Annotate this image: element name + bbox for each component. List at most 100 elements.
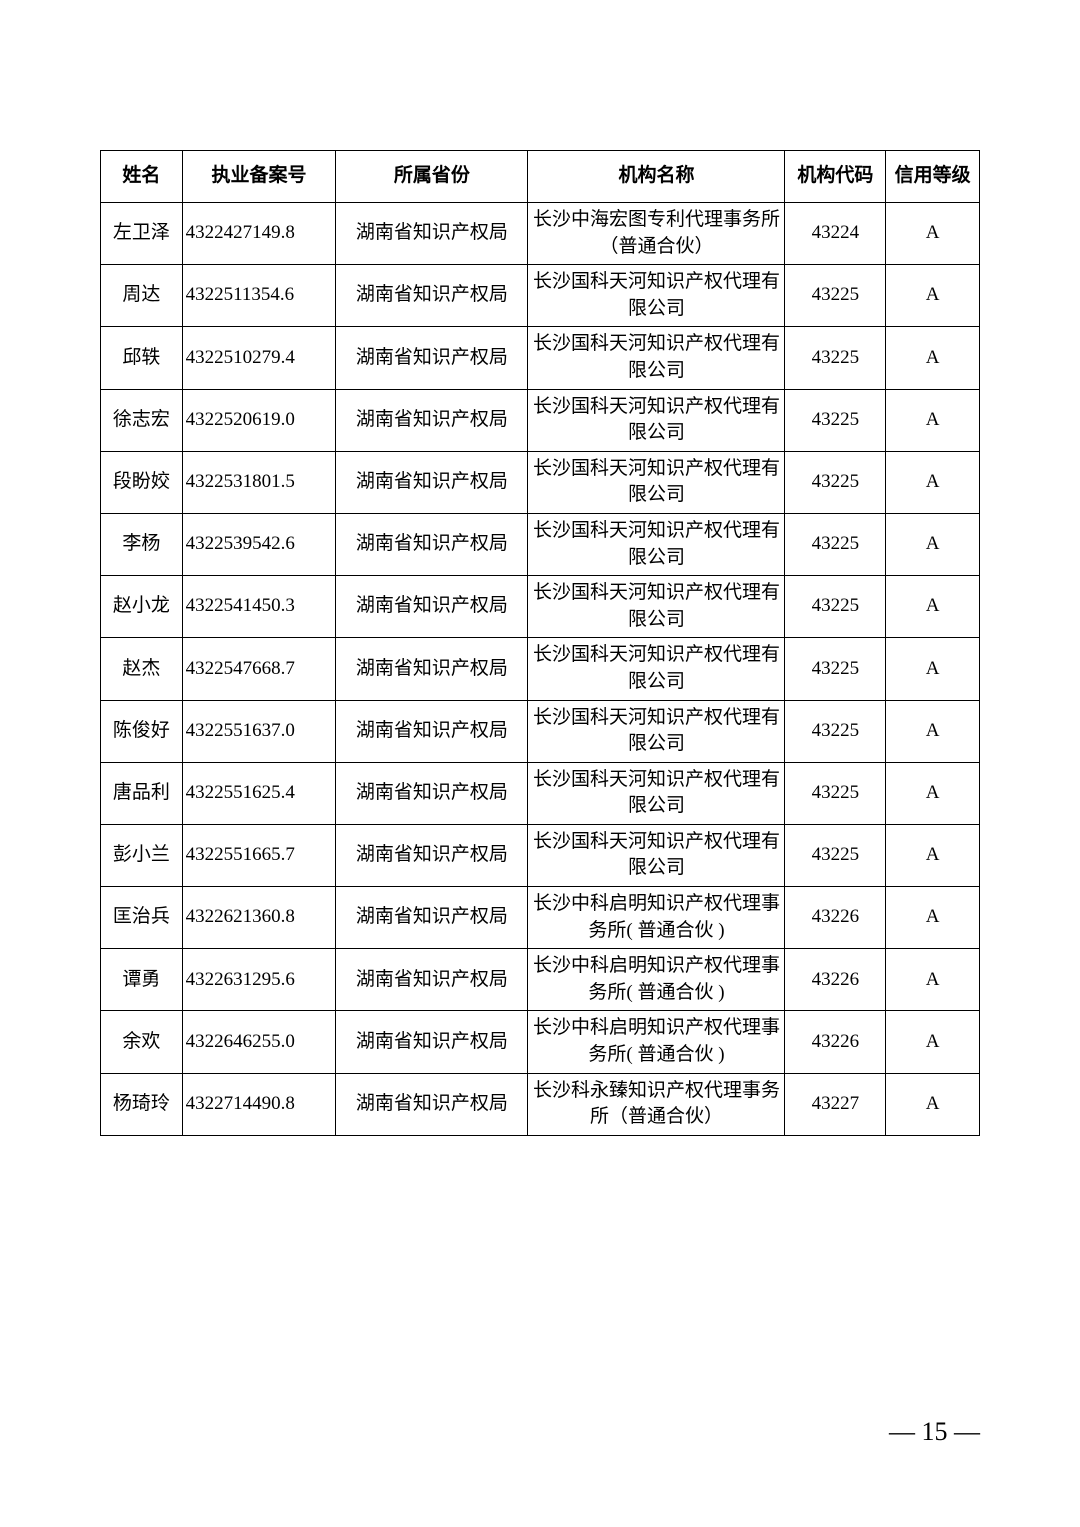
cell-code: 43225 (785, 389, 886, 451)
cell-grade: A (886, 887, 980, 949)
cell-grade: A (886, 1011, 980, 1073)
cell-prov: 湖南省知识产权局 (336, 638, 528, 700)
table-row: 李杨4322539542.6湖南省知识产权局长沙国科天河知识产权代理有限公司43… (101, 513, 980, 575)
cell-name: 李杨 (101, 513, 183, 575)
cell-code: 43225 (785, 700, 886, 762)
cell-prov: 湖南省知识产权局 (336, 576, 528, 638)
cell-grade: A (886, 513, 980, 575)
cell-reg: 4322646255.0 (182, 1011, 336, 1073)
cell-org: 长沙国科天河知识产权代理有限公司 (528, 762, 785, 824)
table-row: 段盼姣4322531801.5湖南省知识产权局长沙国科天河知识产权代理有限公司4… (101, 451, 980, 513)
cell-prov: 湖南省知识产权局 (336, 762, 528, 824)
cell-grade: A (886, 203, 980, 265)
cell-org: 长沙国科天河知识产权代理有限公司 (528, 265, 785, 327)
cell-grade: A (886, 576, 980, 638)
table-row: 杨琦玲4322714490.8湖南省知识产权局长沙科永臻知识产权代理事务所（普通… (101, 1073, 980, 1135)
cell-reg: 4322511354.6 (182, 265, 336, 327)
cell-grade: A (886, 762, 980, 824)
cell-prov: 湖南省知识产权局 (336, 327, 528, 389)
cell-org: 长沙科永臻知识产权代理事务所（普通合伙） (528, 1073, 785, 1135)
cell-name: 匡治兵 (101, 887, 183, 949)
cell-grade: A (886, 327, 980, 389)
col-header-org: 机构名称 (528, 151, 785, 203)
cell-org: 长沙国科天河知识产权代理有限公司 (528, 513, 785, 575)
cell-code: 43226 (785, 1011, 886, 1073)
col-header-prov: 所属省份 (336, 151, 528, 203)
table-row: 余欢4322646255.0湖南省知识产权局长沙中科启明知识产权代理事务所( 普… (101, 1011, 980, 1073)
cell-name: 徐志宏 (101, 389, 183, 451)
cell-code: 43225 (785, 327, 886, 389)
col-header-grade: 信用等级 (886, 151, 980, 203)
table-row: 邱轶4322510279.4湖南省知识产权局长沙国科天河知识产权代理有限公司43… (101, 327, 980, 389)
cell-reg: 4322551637.0 (182, 700, 336, 762)
cell-reg: 4322531801.5 (182, 451, 336, 513)
cell-grade: A (886, 451, 980, 513)
cell-name: 赵小龙 (101, 576, 183, 638)
cell-code: 43225 (785, 265, 886, 327)
cell-prov: 湖南省知识产权局 (336, 700, 528, 762)
cell-name: 周达 (101, 265, 183, 327)
cell-reg: 4322551625.4 (182, 762, 336, 824)
table-row: 匡治兵4322621360.8湖南省知识产权局长沙中科启明知识产权代理事务所( … (101, 887, 980, 949)
cell-code: 43226 (785, 887, 886, 949)
cell-prov: 湖南省知识产权局 (336, 265, 528, 327)
cell-prov: 湖南省知识产权局 (336, 203, 528, 265)
cell-prov: 湖南省知识产权局 (336, 1073, 528, 1135)
table-row: 陈俊好4322551637.0湖南省知识产权局长沙国科天河知识产权代理有限公司4… (101, 700, 980, 762)
col-header-code: 机构代码 (785, 151, 886, 203)
cell-name: 段盼姣 (101, 451, 183, 513)
cell-grade: A (886, 265, 980, 327)
cell-org: 长沙国科天河知识产权代理有限公司 (528, 389, 785, 451)
table-header-row: 姓名 执业备案号 所属省份 机构名称 机构代码 信用等级 (101, 151, 980, 203)
cell-prov: 湖南省知识产权局 (336, 513, 528, 575)
cell-org: 长沙中科启明知识产权代理事务所( 普通合伙 ) (528, 1011, 785, 1073)
cell-grade: A (886, 824, 980, 886)
cell-name: 彭小兰 (101, 824, 183, 886)
cell-grade: A (886, 949, 980, 1011)
cell-reg: 4322551665.7 (182, 824, 336, 886)
cell-code: 43225 (785, 451, 886, 513)
col-header-reg: 执业备案号 (182, 151, 336, 203)
cell-code: 43225 (785, 762, 886, 824)
cell-prov: 湖南省知识产权局 (336, 451, 528, 513)
cell-prov: 湖南省知识产权局 (336, 1011, 528, 1073)
cell-org: 长沙国科天河知识产权代理有限公司 (528, 451, 785, 513)
cell-prov: 湖南省知识产权局 (336, 949, 528, 1011)
cell-reg: 4322631295.6 (182, 949, 336, 1011)
cell-org: 长沙国科天河知识产权代理有限公司 (528, 638, 785, 700)
cell-code: 43225 (785, 513, 886, 575)
cell-prov: 湖南省知识产权局 (336, 389, 528, 451)
cell-name: 陈俊好 (101, 700, 183, 762)
cell-reg: 4322539542.6 (182, 513, 336, 575)
cell-org: 长沙中科启明知识产权代理事务所( 普通合伙 ) (528, 949, 785, 1011)
cell-reg: 4322621360.8 (182, 887, 336, 949)
cell-code: 43227 (785, 1073, 886, 1135)
cell-name: 谭勇 (101, 949, 183, 1011)
cell-name: 左卫泽 (101, 203, 183, 265)
cell-grade: A (886, 638, 980, 700)
col-header-name: 姓名 (101, 151, 183, 203)
table-row: 左卫泽4322427149.8湖南省知识产权局长沙中海宏图专利代理事务所（普通合… (101, 203, 980, 265)
cell-name: 余欢 (101, 1011, 183, 1073)
cell-grade: A (886, 1073, 980, 1135)
cell-code: 43226 (785, 949, 886, 1011)
cell-org: 长沙中科启明知识产权代理事务所( 普通合伙 ) (528, 887, 785, 949)
table-row: 唐品利4322551625.4湖南省知识产权局长沙国科天河知识产权代理有限公司4… (101, 762, 980, 824)
cell-reg: 4322547668.7 (182, 638, 336, 700)
cell-reg: 4322427149.8 (182, 203, 336, 265)
cell-prov: 湖南省知识产权局 (336, 824, 528, 886)
cell-org: 长沙国科天河知识产权代理有限公司 (528, 824, 785, 886)
cell-code: 43225 (785, 576, 886, 638)
cell-reg: 4322541450.3 (182, 576, 336, 638)
cell-prov: 湖南省知识产权局 (336, 887, 528, 949)
table-row: 谭勇4322631295.6湖南省知识产权局长沙中科启明知识产权代理事务所( 普… (101, 949, 980, 1011)
page-number: — 15 — (889, 1417, 980, 1447)
cell-name: 唐品利 (101, 762, 183, 824)
document-page: 姓名 执业备案号 所属省份 机构名称 机构代码 信用等级 左卫泽43224271… (0, 0, 1080, 1136)
cell-name: 杨琦玲 (101, 1073, 183, 1135)
table-row: 赵小龙4322541450.3湖南省知识产权局长沙国科天河知识产权代理有限公司4… (101, 576, 980, 638)
table-body: 左卫泽4322427149.8湖南省知识产权局长沙中海宏图专利代理事务所（普通合… (101, 203, 980, 1136)
cell-grade: A (886, 389, 980, 451)
table-row: 徐志宏4322520619.0湖南省知识产权局长沙国科天河知识产权代理有限公司4… (101, 389, 980, 451)
cell-code: 43225 (785, 824, 886, 886)
